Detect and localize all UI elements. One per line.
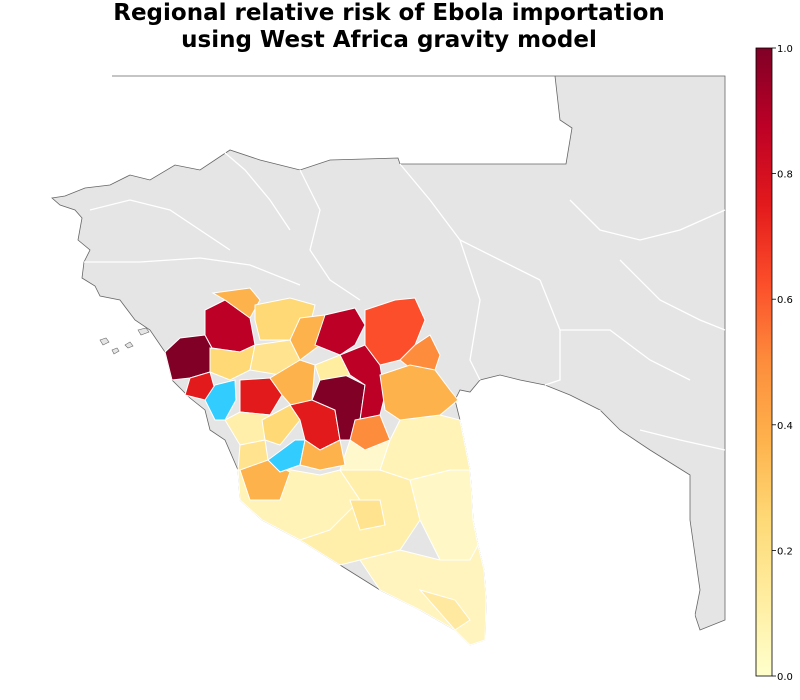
- border-line-1: [104, 119, 291, 231]
- map-title: Regional relative risk of Ebola importat…: [0, 0, 778, 54]
- island-1: [99, 337, 110, 346]
- choropleth-map: [51, 75, 726, 646]
- map-title-line-2: using West Africa gravity model: [181, 27, 597, 53]
- island-3: [124, 341, 134, 349]
- region-r18: [299, 439, 346, 471]
- island-4: [137, 327, 150, 336]
- border-line-2: [89, 199, 231, 251]
- border-line-6: [459, 239, 481, 381]
- region-r25: [379, 364, 459, 421]
- risk-regions: [164, 287, 459, 501]
- border-line-8: [589, 409, 696, 616]
- region-r15: [261, 404, 301, 446]
- region-r10: [239, 377, 283, 416]
- region-r26: [349, 414, 391, 451]
- border-line-3: [84, 257, 301, 286]
- colorbar-ticks: 0.0 0.2 0.4 0.6 0.8 1.0: [772, 44, 793, 683]
- coastal-islands: [99, 327, 150, 355]
- colorbar-tick-label-1: 0.2: [777, 546, 793, 557]
- colorbar: 0.0 0.2 0.4 0.6 0.8 1.0: [755, 44, 793, 683]
- colorbar-tick-label-0: 0.0: [777, 672, 793, 683]
- border-line-10: [569, 199, 726, 241]
- colorbar-gradient: [755, 47, 773, 677]
- border-line-11: [619, 259, 726, 331]
- colorbar-tick-label-5: 1.0: [777, 44, 793, 55]
- colorbar-tick-label-4: 0.8: [777, 170, 793, 181]
- region-coast-3: [349, 499, 386, 531]
- border-line-4: [299, 169, 361, 301]
- island-2: [111, 347, 120, 355]
- border-line-7: [539, 279, 561, 386]
- colorbar-tick-label-3: 0.6: [777, 295, 793, 306]
- border-line-12: [560, 329, 691, 381]
- region-r21: [314, 307, 366, 356]
- border-line-9: [499, 399, 541, 611]
- map-title-line-1: Regional relative risk of Ebola importat…: [113, 0, 665, 26]
- region-r7: [289, 314, 326, 361]
- country-borders: [84, 119, 726, 616]
- region-coast-8: [418, 589, 471, 631]
- border-line-13: [639, 429, 726, 451]
- colorbar-tick-label-2: 0.4: [777, 421, 793, 432]
